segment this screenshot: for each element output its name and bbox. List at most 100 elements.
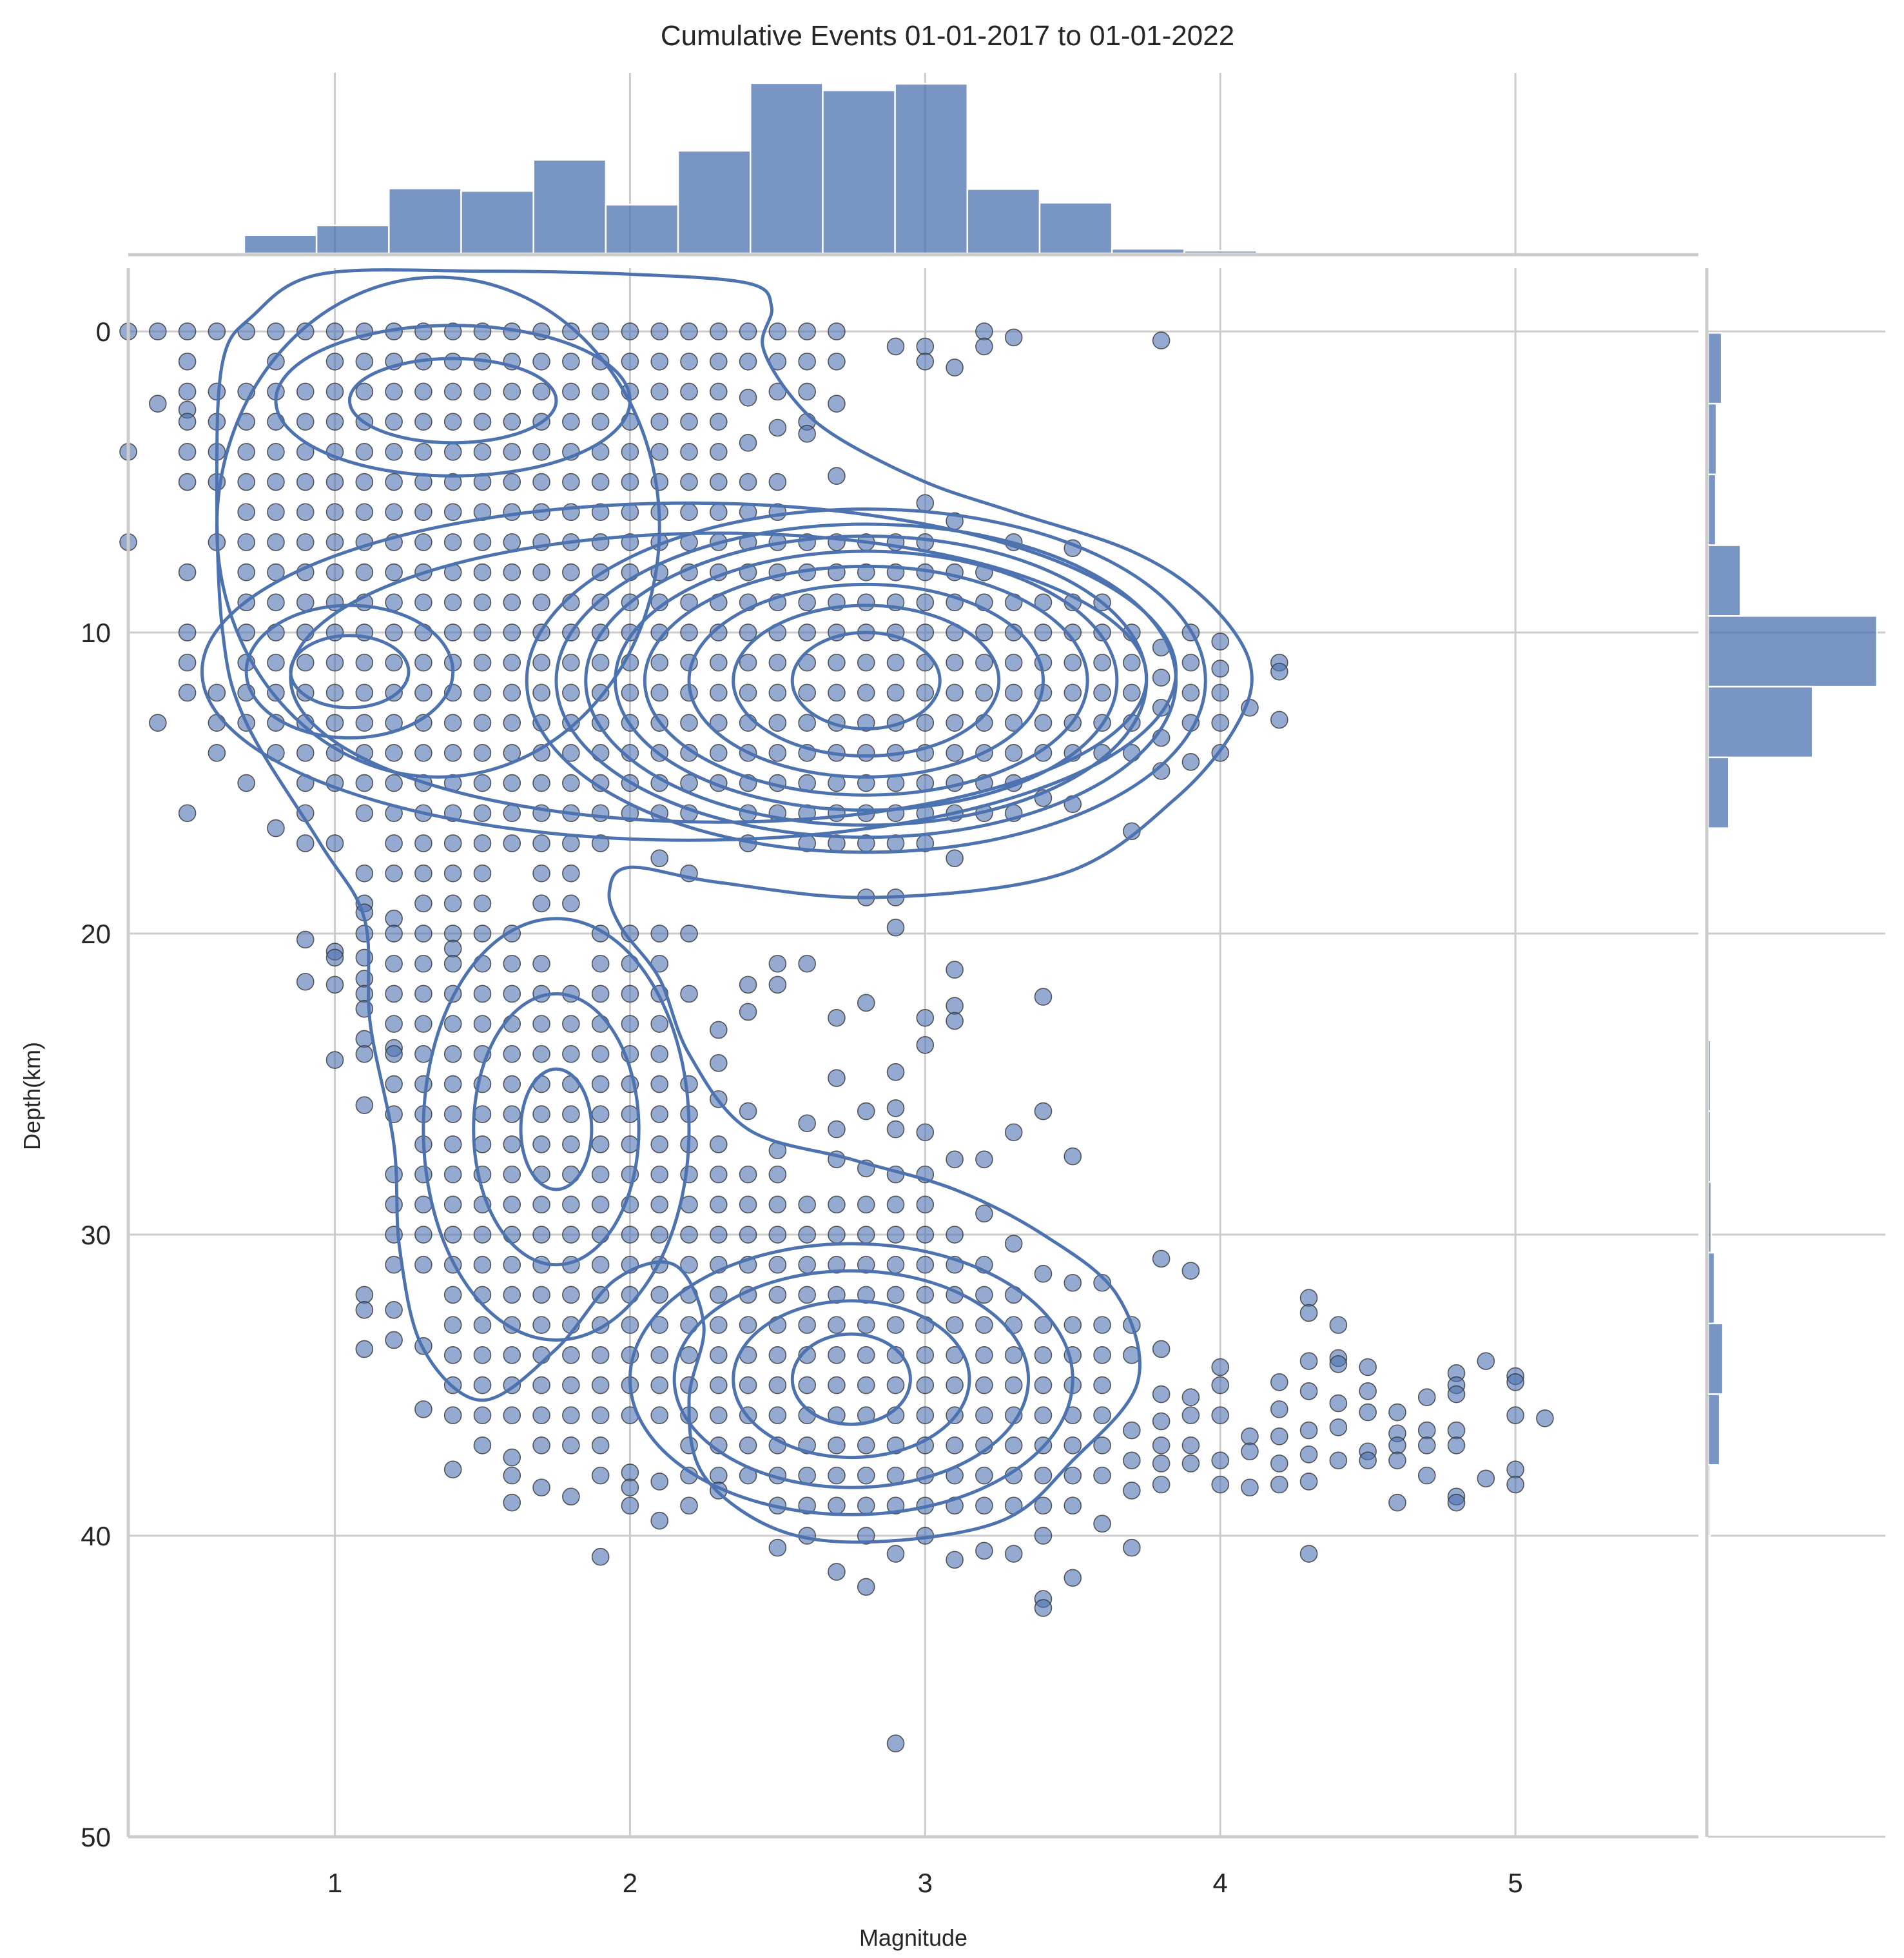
- scatter-point: [443, 1226, 462, 1244]
- scatter-point: [768, 322, 787, 340]
- scatter-point: [385, 909, 403, 928]
- scatter-point: [473, 804, 492, 823]
- scatter-point: [680, 1346, 698, 1364]
- scatter-point: [1359, 1451, 1377, 1470]
- scatter-point: [798, 1316, 816, 1334]
- scatter-point: [355, 653, 374, 672]
- scatter-point: [414, 925, 432, 943]
- scatter-point: [1093, 1376, 1111, 1395]
- scatter-point: [443, 1015, 462, 1033]
- scatter-point: [178, 322, 197, 340]
- scatter-point: [946, 1012, 964, 1030]
- scatter-point: [443, 473, 462, 491]
- scatter-point: [562, 563, 580, 582]
- scatter-point: [591, 804, 610, 823]
- scatter-point: [1388, 1403, 1406, 1422]
- scatter-point: [355, 563, 374, 582]
- scatter-point: [1123, 1482, 1141, 1500]
- scatter-point: [532, 443, 550, 461]
- scatter-point: [798, 954, 816, 973]
- scatter-point: [178, 683, 197, 702]
- scatter-point: [1241, 1442, 1259, 1461]
- scatter-point: [178, 473, 197, 491]
- scatter-point: [886, 1545, 905, 1563]
- scatter-point: [532, 593, 550, 612]
- scatter-point: [798, 1376, 816, 1395]
- y-tick-label: 10: [81, 618, 111, 648]
- scatter-point: [916, 533, 935, 551]
- scatter-point: [503, 413, 521, 431]
- scatter-point: [503, 1195, 521, 1214]
- y-tick-label: 20: [81, 919, 111, 949]
- scatter-point: [975, 1204, 993, 1223]
- scatter-point: [1034, 1346, 1053, 1364]
- scatter-point: [621, 1496, 639, 1515]
- scatter-point: [798, 425, 816, 443]
- scatter-point: [473, 653, 492, 672]
- scatter-point: [473, 382, 492, 401]
- scatter-point: [385, 1045, 403, 1063]
- scatter-point: [443, 834, 462, 852]
- scatter-point: [1152, 669, 1171, 687]
- kde-contour: [790, 1332, 912, 1426]
- scatter-point: [562, 834, 580, 852]
- scatter-point: [680, 925, 698, 943]
- scatter-point: [650, 382, 669, 401]
- scatter-point: [886, 1376, 905, 1395]
- scatter-point: [621, 1464, 639, 1482]
- scatter-point: [591, 322, 610, 340]
- scatter-point: [414, 984, 432, 1003]
- scatter-point: [650, 1195, 669, 1214]
- scatter-point: [857, 593, 875, 612]
- scatter-point: [621, 1478, 639, 1497]
- scatter-point: [385, 1300, 403, 1319]
- x-hist-bar: [894, 83, 969, 255]
- scatter-point: [1299, 1473, 1318, 1491]
- scatter-point: [680, 623, 698, 641]
- scatter-point: [680, 1075, 698, 1093]
- scatter-point: [1506, 1373, 1524, 1391]
- kde-contour: [519, 1067, 594, 1191]
- scatter-point: [443, 593, 462, 612]
- kde-contour: [790, 631, 942, 730]
- x-tick-label: 5: [1508, 1868, 1522, 1898]
- scatter-point: [562, 1406, 580, 1425]
- scatter-point: [1034, 988, 1053, 1006]
- scatter-point: [650, 352, 669, 371]
- scatter-point: [503, 533, 521, 551]
- scatter-point: [414, 413, 432, 431]
- scatter-point: [208, 683, 226, 702]
- scatter-point: [414, 1015, 432, 1033]
- scatter-point: [473, 1135, 492, 1153]
- scatter-point: [178, 804, 197, 823]
- scatter-point: [591, 503, 610, 522]
- scatter-point: [473, 683, 492, 702]
- scatter-point: [208, 714, 226, 732]
- y-hist-bar: [1707, 544, 1742, 617]
- scatter-point: [946, 714, 964, 732]
- scatter-point: [798, 1226, 816, 1244]
- scatter-point: [916, 337, 935, 356]
- scatter-point: [857, 744, 875, 762]
- scatter-point: [591, 533, 610, 551]
- scatter-point: [503, 774, 521, 792]
- scatter-point: [503, 1255, 521, 1274]
- scatter-point: [946, 1150, 964, 1169]
- scatter-point: [503, 954, 521, 973]
- scatter-point: [443, 1105, 462, 1124]
- scatter-point: [621, 503, 639, 522]
- scatter-point: [739, 1226, 757, 1244]
- scatter-point: [739, 473, 757, 491]
- scatter-point: [532, 1286, 550, 1304]
- scatter-point: [385, 413, 403, 431]
- kde-contours: [200, 268, 1254, 1544]
- x-hist-bar: [388, 187, 462, 255]
- scatter-point: [857, 1436, 875, 1454]
- scatter-point: [650, 413, 669, 431]
- scatter-point: [414, 593, 432, 612]
- scatter-point: [1004, 1376, 1023, 1395]
- kde-contour: [274, 324, 632, 478]
- scatter-point: [355, 1300, 374, 1319]
- scatter-point: [1004, 714, 1023, 732]
- scatter-point: [709, 1165, 728, 1184]
